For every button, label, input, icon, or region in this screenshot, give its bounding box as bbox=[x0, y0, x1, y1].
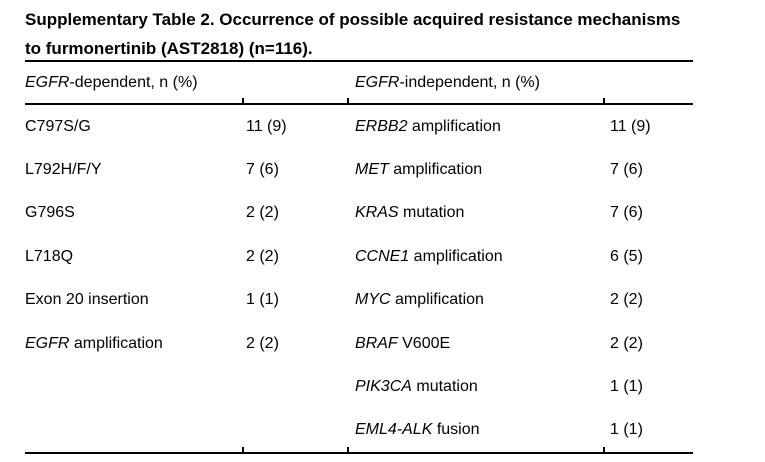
column-divider-tick bbox=[242, 447, 244, 455]
count-cell-left: 1 (1) bbox=[246, 291, 279, 309]
header-text: -independent, n (%) bbox=[399, 73, 540, 91]
mechanism-cell-left: G796S bbox=[25, 204, 242, 222]
column-divider-tick bbox=[242, 98, 244, 105]
table-body: C797S/G 11 (9) ERBB2 amplification 11 (9… bbox=[25, 105, 693, 452]
column-divider-tick bbox=[347, 447, 349, 455]
column-divider-tick bbox=[603, 98, 605, 105]
gene-symbol-italic: PIK3CA bbox=[355, 378, 412, 396]
count-cell-right: 7 (6) bbox=[610, 204, 643, 222]
header-egfr-dependent: EGFR-dependent, n (%) bbox=[25, 74, 347, 92]
mechanism-label: C797S/G bbox=[25, 117, 91, 135]
resistance-mechanisms-table: EGFR-dependent, n (%) EGFR-independent, … bbox=[25, 60, 693, 455]
gene-symbol-italic: CCNE1 bbox=[355, 247, 410, 265]
gene-symbol-italic: KRAS bbox=[355, 204, 399, 222]
table-bottom-rule bbox=[25, 447, 693, 455]
mechanism-label: amplification bbox=[69, 334, 163, 352]
mechanism-cell-right: ERBB2 amplification bbox=[347, 118, 603, 136]
gene-symbol-italic: EGFR bbox=[25, 73, 70, 91]
mechanism-cell-left: L718Q bbox=[25, 248, 242, 266]
count-cell-right: 6 (5) bbox=[610, 247, 643, 265]
count-cell-right: 1 (1) bbox=[610, 378, 643, 396]
mechanism-label: V600E bbox=[397, 334, 451, 352]
count-cell-right: 2 (2) bbox=[610, 291, 643, 309]
gene-symbol-italic: BRAF bbox=[355, 334, 398, 352]
table-caption-line1: Supplementary Table 2. Occurrence of pos… bbox=[25, 10, 681, 29]
mechanism-cell-left: C797S/G bbox=[25, 118, 242, 136]
mechanism-cell-right: PIK3CA mutation bbox=[347, 378, 603, 396]
gene-symbol-italic: MET bbox=[355, 161, 389, 179]
count-cell-left: 2 (2) bbox=[246, 247, 279, 265]
count-cell-right: 2 (2) bbox=[610, 334, 643, 352]
column-divider-tick bbox=[603, 447, 605, 455]
mechanism-label: L792H/F/Y bbox=[25, 161, 102, 179]
count-cell-left: 11 (9) bbox=[246, 117, 287, 135]
gene-symbol-italic: MYC bbox=[355, 291, 391, 309]
count-cell-right: 11 (9) bbox=[610, 117, 651, 135]
table-header-rule bbox=[25, 98, 693, 105]
mechanism-cell-left: Exon 20 insertion bbox=[25, 291, 242, 309]
mechanism-cell-right: MET amplification bbox=[347, 161, 603, 179]
mechanism-cell-right: CCNE1 amplification bbox=[347, 248, 603, 266]
mechanism-cell-left: EGFR amplification bbox=[25, 335, 242, 353]
mechanism-cell-right: KRAS mutation bbox=[347, 204, 603, 222]
mechanism-cell-right: EML4-ALK fusion bbox=[347, 421, 603, 439]
mechanism-label: mutation bbox=[398, 204, 465, 222]
count-cell-left: 7 (6) bbox=[246, 161, 279, 179]
mechanism-label: amplification bbox=[409, 247, 503, 265]
mechanism-cell-left: L792H/F/Y bbox=[25, 161, 242, 179]
mechanism-cell-right: BRAF V600E bbox=[347, 335, 603, 353]
count-cell-left: 2 (2) bbox=[246, 204, 279, 222]
gene-symbol-italic: ERBB2 bbox=[355, 117, 408, 135]
mechanism-cell-right: MYC amplification bbox=[347, 291, 603, 309]
table-caption: Supplementary Table 2. Occurrence of pos… bbox=[25, 5, 757, 63]
table-header-row: EGFR-dependent, n (%) EGFR-independent, … bbox=[25, 62, 693, 103]
count-cell-right: 1 (1) bbox=[610, 421, 643, 439]
mechanism-label: mutation bbox=[411, 378, 478, 396]
table-top-rule bbox=[25, 60, 693, 62]
header-egfr-independent: EGFR-independent, n (%) bbox=[347, 74, 693, 92]
gene-symbol-italic: EGFR bbox=[25, 334, 70, 352]
gene-symbol-italic: EGFR bbox=[355, 73, 400, 91]
column-divider-tick bbox=[347, 98, 349, 105]
mechanism-label: amplification bbox=[388, 161, 483, 179]
count-cell-left: 2 (2) bbox=[246, 334, 279, 352]
header-text: -dependent, n (%) bbox=[69, 73, 198, 91]
mechanism-label: L718Q bbox=[25, 247, 74, 265]
mechanism-label: G796S bbox=[25, 204, 75, 222]
mechanism-label: amplification bbox=[390, 291, 484, 309]
mechanism-label: Exon 20 insertion bbox=[25, 291, 149, 309]
mechanism-label: fusion bbox=[432, 421, 480, 439]
mechanism-label: amplification bbox=[407, 117, 501, 135]
table-caption-line2: to furmonertinib (AST2818) (n=116). bbox=[25, 39, 313, 58]
count-cell-right: 7 (6) bbox=[610, 161, 643, 179]
gene-symbol-italic: EML4-ALK bbox=[355, 421, 433, 439]
